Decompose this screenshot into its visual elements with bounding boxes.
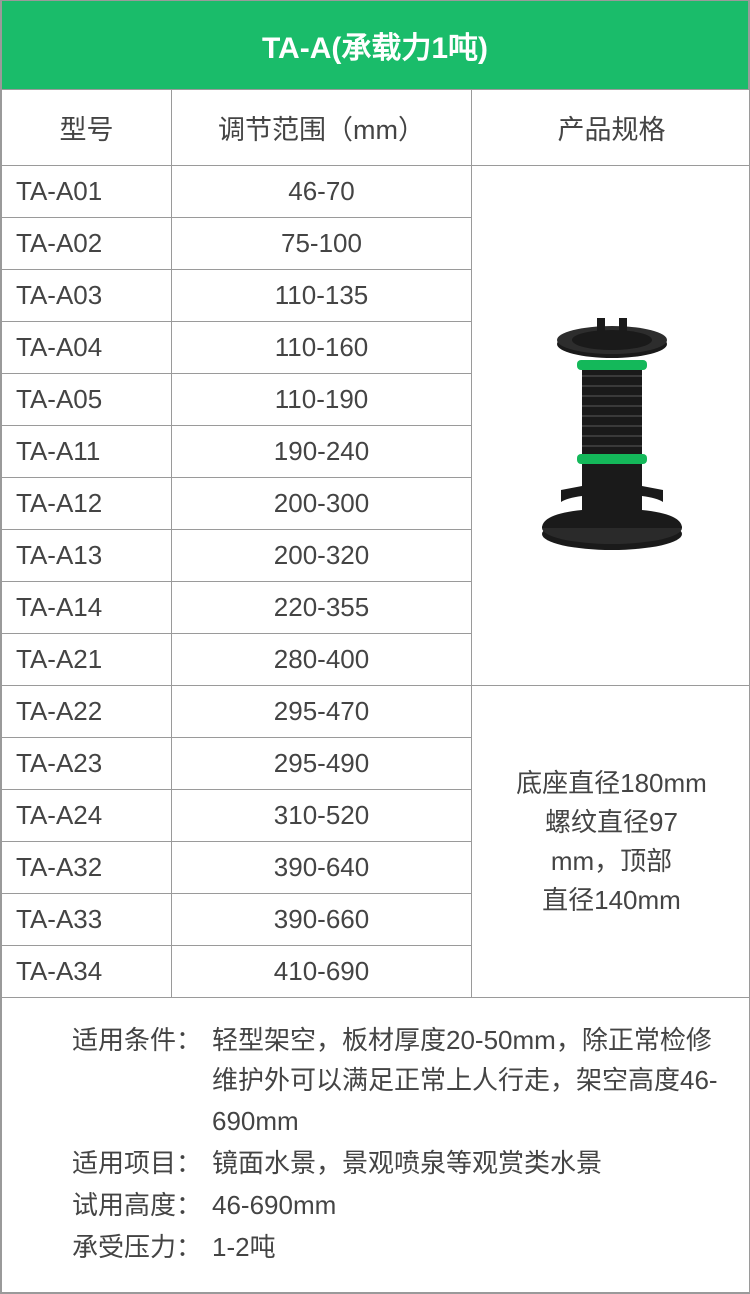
cell-model: TA-A12	[2, 478, 172, 530]
cell-range: 280-400	[172, 634, 472, 686]
spec-table: 型号 调节范围（mm） 产品规格 TA-A01 46-70	[1, 89, 750, 1293]
cell-range: 110-135	[172, 270, 472, 322]
footer-cell: 适用条件： 轻型架空，板材厚度20-50mm，除正常检修维护外可以满足正常上人行…	[2, 998, 750, 1293]
cell-model: TA-A14	[2, 582, 172, 634]
col-header-range: 调节范围（mm）	[172, 90, 472, 166]
cell-range: 75-100	[172, 218, 472, 270]
table-header-row: 型号 调节范围（mm） 产品规格	[2, 90, 750, 166]
cell-model: TA-A22	[2, 686, 172, 738]
footer-value: 轻型架空，板材厚度20-50mm，除正常检修维护外可以满足正常上人行走，架空高度…	[212, 1020, 721, 1141]
spec-text-cell: 底座直径180mm 螺纹直径97 mm，顶部 直径140mm	[472, 686, 750, 998]
table-row: TA-A22 295-470 底座直径180mm 螺纹直径97 mm，顶部 直径…	[2, 686, 750, 738]
footer-label: 承受压力：	[72, 1227, 212, 1267]
cell-range: 390-640	[172, 842, 472, 894]
cell-range: 46-70	[172, 166, 472, 218]
cell-range: 295-470	[172, 686, 472, 738]
footer-value: 镜面水景，景观喷泉等观赏类水景	[212, 1143, 721, 1183]
cell-model: TA-A21	[2, 634, 172, 686]
spec-line: mm，顶部	[480, 842, 743, 881]
cell-range: 110-190	[172, 374, 472, 426]
cell-model: TA-A02	[2, 218, 172, 270]
spec-line: 直径140mm	[480, 881, 743, 920]
footer-value: 1-2吨	[212, 1227, 721, 1267]
pedestal-illustration	[472, 266, 750, 586]
cell-model: TA-A03	[2, 270, 172, 322]
cell-model: TA-A32	[2, 842, 172, 894]
footer-row: 适用条件： 轻型架空，板材厚度20-50mm，除正常检修维护外可以满足正常上人行…	[2, 998, 750, 1293]
pedestal-icon	[527, 296, 697, 556]
cell-model: TA-A04	[2, 322, 172, 374]
cell-range: 220-355	[172, 582, 472, 634]
cell-model: TA-A24	[2, 790, 172, 842]
footer-label: 适用条件：	[72, 1020, 212, 1141]
table-title: TA-A(承载力1吨)	[1, 0, 749, 89]
spec-line: 底座直径180mm	[480, 764, 743, 803]
cell-model: TA-A33	[2, 894, 172, 946]
cell-model: TA-A13	[2, 530, 172, 582]
cell-range: 190-240	[172, 426, 472, 478]
cell-range: 410-690	[172, 946, 472, 998]
footer-label: 试用高度：	[72, 1185, 212, 1225]
cell-range: 200-300	[172, 478, 472, 530]
cell-model: TA-A23	[2, 738, 172, 790]
col-header-spec: 产品规格	[472, 90, 750, 166]
cell-range: 390-660	[172, 894, 472, 946]
cell-range: 310-520	[172, 790, 472, 842]
spec-table-container: TA-A(承载力1吨) 型号 调节范围（mm） 产品规格 TA-A01 46-7…	[0, 0, 750, 1294]
table-row: TA-A01 46-70	[2, 166, 750, 218]
cell-model: TA-A05	[2, 374, 172, 426]
col-header-model: 型号	[2, 90, 172, 166]
cell-range: 295-490	[172, 738, 472, 790]
spec-line: 螺纹直径97	[480, 803, 743, 842]
cell-range: 200-320	[172, 530, 472, 582]
footer-label: 适用项目：	[72, 1143, 212, 1183]
cell-model: TA-A34	[2, 946, 172, 998]
product-image-cell	[472, 166, 750, 686]
footer-value: 46-690mm	[212, 1185, 721, 1225]
cell-model: TA-A01	[2, 166, 172, 218]
cell-range: 110-160	[172, 322, 472, 374]
cell-model: TA-A11	[2, 426, 172, 478]
